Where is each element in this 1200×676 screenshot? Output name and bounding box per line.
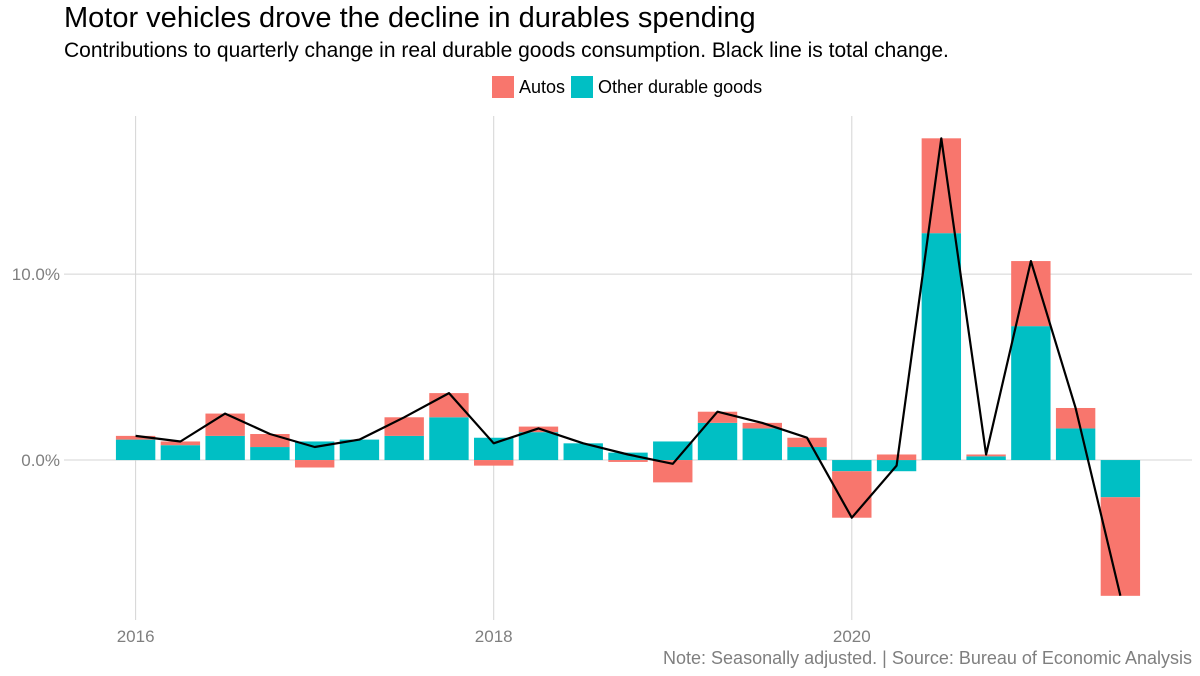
bar-other-durable-goods [787, 447, 827, 461]
bar-autos [876, 454, 917, 461]
chart-subtitle: Contributions to quarterly change in rea… [64, 39, 949, 62]
bar-autos [429, 393, 469, 418]
total-line-layer [135, 137, 1122, 597]
x-tick-label: 2016 [117, 627, 155, 646]
bar-autos [921, 138, 962, 234]
bar-other-durable-goods [205, 435, 245, 461]
bar-other-durable-goods [921, 233, 962, 461]
bar-autos [294, 460, 335, 468]
bar-autos [697, 411, 738, 423]
bar-autos [384, 417, 424, 436]
bar-autos [742, 422, 782, 429]
legend-label-autos: Autos [519, 76, 566, 97]
bar-other-durable-goods [384, 435, 424, 461]
bar-other-durable-goods [1055, 428, 1096, 461]
chart-title: Motor vehicles drove the decline in dura… [64, 2, 756, 34]
bar-autos [1055, 407, 1096, 429]
axis-labels: 0.0% 10.0% 2016 2018 2020 [12, 265, 871, 646]
bar-other-durable-goods [608, 452, 648, 461]
bar-autos [250, 434, 290, 448]
bar-autos [474, 460, 514, 466]
bar-other-durable-goods [742, 428, 782, 461]
x-tick-label: 2018 [475, 627, 513, 646]
bar-other-durable-goods [250, 447, 290, 461]
chart-caption: Note: Seasonally adjusted. | Source: Bur… [663, 648, 1192, 668]
bar-other-durable-goods [1100, 460, 1141, 498]
legend-swatch-other-durable-goods [571, 76, 594, 98]
legend-item-autos: Autos [492, 76, 565, 98]
bar-autos [1100, 497, 1141, 596]
bar-other-durable-goods [697, 422, 738, 461]
bar-autos [653, 460, 693, 483]
bar-autos [115, 435, 156, 440]
bar-autos [160, 441, 201, 446]
x-tick-label: 2020 [833, 627, 871, 646]
bar-other-durable-goods [653, 441, 693, 461]
bar-autos [787, 437, 827, 448]
bar-autos [205, 413, 245, 436]
bar-other-durable-goods [518, 432, 559, 461]
y-tick-label: 0.0% [21, 451, 60, 470]
total-change-line [135, 137, 1122, 597]
bar-other-durable-goods [339, 439, 380, 461]
bar-other-durable-goods [1011, 326, 1051, 461]
bar-other-durable-goods [832, 460, 872, 472]
legend: Autos Other durable goods [492, 76, 768, 98]
bar-other-durable-goods [563, 443, 603, 461]
y-tick-label: 10.0% [12, 265, 60, 284]
legend-swatch-autos [492, 76, 514, 98]
bar-other-durable-goods [429, 417, 469, 461]
bar-other-durable-goods [474, 437, 514, 461]
legend-item-other-durable-goods: Other durable goods [571, 76, 762, 98]
bar-other-durable-goods [160, 445, 201, 461]
legend-label-other-durable-goods: Other durable goods [598, 76, 763, 97]
bar-other-durable-goods [966, 456, 1006, 461]
bars [115, 138, 1141, 596]
bar-autos [608, 460, 648, 462]
bar-other-durable-goods [115, 439, 156, 461]
